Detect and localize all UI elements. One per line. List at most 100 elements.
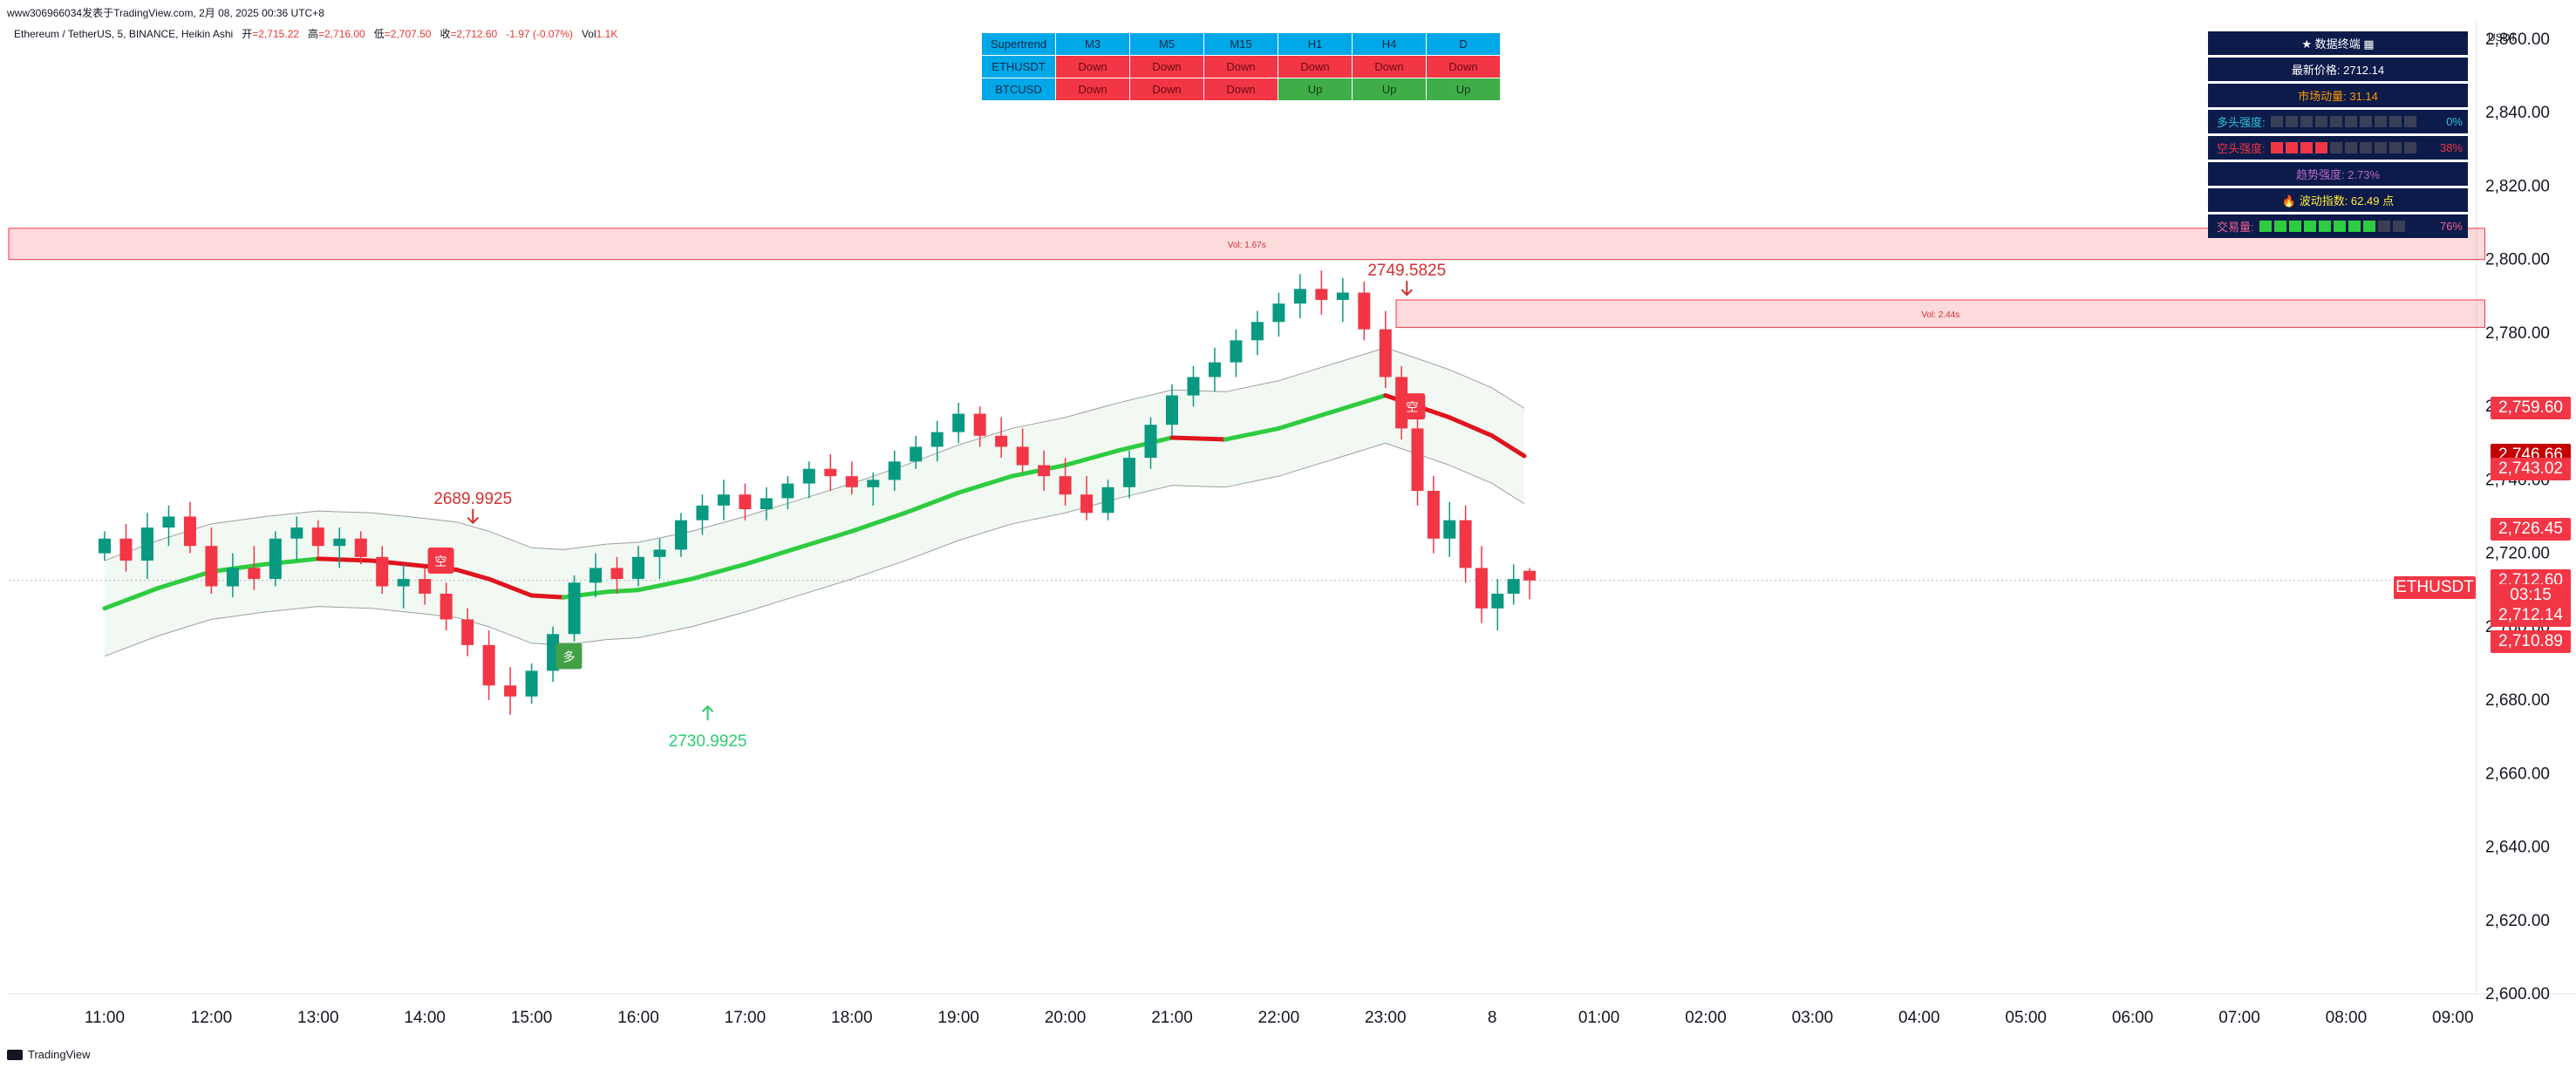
candle-body[interactable] — [333, 538, 346, 547]
x-tick-label: 11:00 — [85, 1009, 125, 1027]
strength-bar-segment — [2318, 221, 2331, 232]
supertrend-header-row: Supertrend M3 M5 M15 H1 H4 D — [981, 32, 1501, 56]
y-tick-label: 2,780.00 — [2485, 324, 2550, 343]
candle-body[interactable] — [311, 527, 324, 547]
candle-body[interactable] — [1411, 428, 1424, 492]
candle-body[interactable] — [1315, 289, 1328, 301]
candle-body[interactable] — [205, 546, 218, 587]
candle-body[interactable] — [1080, 494, 1094, 514]
x-tick-label: 09:00 — [2432, 1009, 2474, 1027]
candle-body[interactable] — [995, 435, 1008, 447]
candle-body[interactable] — [760, 498, 773, 510]
x-tick-label: 12:00 — [191, 1009, 233, 1027]
panel-title: ★ 数据终端 ▦ — [2208, 31, 2468, 55]
price-annotation: 2749.5825 — [1367, 262, 1446, 280]
candle-body[interactable] — [824, 468, 837, 477]
candle-body[interactable] — [781, 483, 794, 499]
candle-body[interactable] — [162, 516, 175, 528]
candle-body[interactable] — [354, 538, 367, 557]
candle-body[interactable] — [1059, 476, 1072, 495]
trend-cell: Down — [1203, 78, 1278, 101]
candle-body[interactable] — [140, 527, 153, 561]
candle-body[interactable] — [183, 516, 196, 547]
footer-brand[interactable]: TradingView — [7, 1048, 91, 1061]
candle-body[interactable] — [1459, 520, 1472, 568]
candle-body[interactable] — [1491, 593, 1504, 609]
currency-label: USDT — [2488, 31, 2517, 44]
candle-body[interactable] — [1016, 446, 1029, 466]
candle-body[interactable] — [632, 556, 644, 580]
strength-bar-segment — [2389, 116, 2402, 127]
candle-body[interactable] — [1336, 292, 1349, 301]
candle-body[interactable] — [930, 432, 944, 447]
candle-body[interactable] — [1123, 458, 1136, 487]
candle-body[interactable] — [674, 520, 687, 550]
candle-body[interactable] — [717, 494, 730, 506]
candle-body[interactable] — [952, 413, 965, 432]
sell-signal-text: 空 — [1406, 400, 1418, 414]
candle-body[interactable] — [461, 619, 474, 645]
candle-body[interactable] — [1251, 322, 1264, 341]
candle-body[interactable] — [397, 579, 410, 587]
candle-body[interactable] — [1038, 465, 1051, 477]
x-tick-label: 05:00 — [2005, 1009, 2047, 1027]
candle-body[interactable] — [1358, 292, 1371, 330]
candle-body[interactable] — [845, 476, 858, 487]
candle-body[interactable] — [1208, 362, 1221, 378]
candle-body[interactable] — [269, 538, 282, 580]
candle-body[interactable] — [1475, 568, 1488, 609]
candle-body[interactable] — [1230, 340, 1243, 363]
candle-body[interactable] — [248, 568, 261, 580]
candle-body[interactable] — [910, 446, 923, 462]
candle-body[interactable] — [867, 480, 880, 487]
trend-line-segment — [1489, 433, 1527, 459]
candle-body[interactable] — [589, 568, 603, 583]
supply-zone — [8, 228, 2486, 261]
candle-body[interactable] — [1187, 377, 1200, 396]
candle-body[interactable] — [610, 568, 624, 580]
data-terminal-panel: ★ 数据终端 ▦ 最新价格: 2712.14 市场动量: 31.14 多头强度:… — [2208, 31, 2468, 241]
bear-strength-label: 空头强度: — [2217, 142, 2266, 155]
candle-body[interactable] — [1293, 289, 1306, 304]
candle-body[interactable] — [1166, 395, 1178, 425]
candle-body[interactable] — [739, 494, 752, 510]
candle-body[interactable] — [290, 527, 303, 539]
candle-body[interactable] — [653, 549, 666, 557]
y-tick-label: 2,840.00 — [2485, 104, 2550, 122]
price-scale-tag: 2,726.45 — [2491, 518, 2571, 541]
strength-bar-segment — [2377, 221, 2390, 232]
trend-line-segment — [903, 490, 961, 515]
candle-body[interactable] — [99, 538, 111, 554]
buy-signal-text: 多 — [562, 650, 575, 664]
candle-body[interactable] — [1427, 491, 1440, 539]
candle-body[interactable] — [482, 644, 495, 686]
candle-body[interactable] — [888, 461, 901, 480]
candle-body[interactable] — [1507, 579, 1520, 594]
candle-body[interactable] — [1144, 425, 1157, 459]
strength-bar-segment — [2314, 142, 2327, 153]
candle-body[interactable] — [440, 593, 453, 620]
strength-bar-segment — [2270, 142, 2283, 153]
candle-body[interactable] — [419, 579, 432, 594]
candle-body[interactable] — [802, 468, 815, 484]
candle-body[interactable] — [525, 670, 538, 697]
candle-body[interactable] — [376, 556, 389, 587]
candle-body[interactable] — [973, 413, 986, 436]
candle-body[interactable] — [568, 582, 581, 635]
supertrend-row-btcusd: BTCUSD Down Down Down Up Up Up — [981, 78, 1501, 101]
candle-body[interactable] — [504, 685, 517, 697]
strength-bar-segment — [2303, 221, 2316, 232]
candle-body[interactable] — [1523, 570, 1537, 581]
candle-body[interactable] — [1379, 329, 1392, 378]
price-scale-tag: 2,743.02 — [2491, 457, 2571, 480]
strength-bar-segment — [2285, 116, 2298, 127]
candle-body[interactable] — [1443, 520, 1456, 539]
y-tick-label: 2,720.00 — [2485, 545, 2550, 563]
candle-body[interactable] — [1101, 486, 1114, 514]
candle-body[interactable] — [119, 538, 133, 561]
sell-signal-text: 空 — [435, 554, 447, 568]
candle-body[interactable] — [696, 505, 709, 520]
candle-body[interactable] — [226, 568, 239, 587]
candle-body[interactable] — [1272, 303, 1285, 323]
